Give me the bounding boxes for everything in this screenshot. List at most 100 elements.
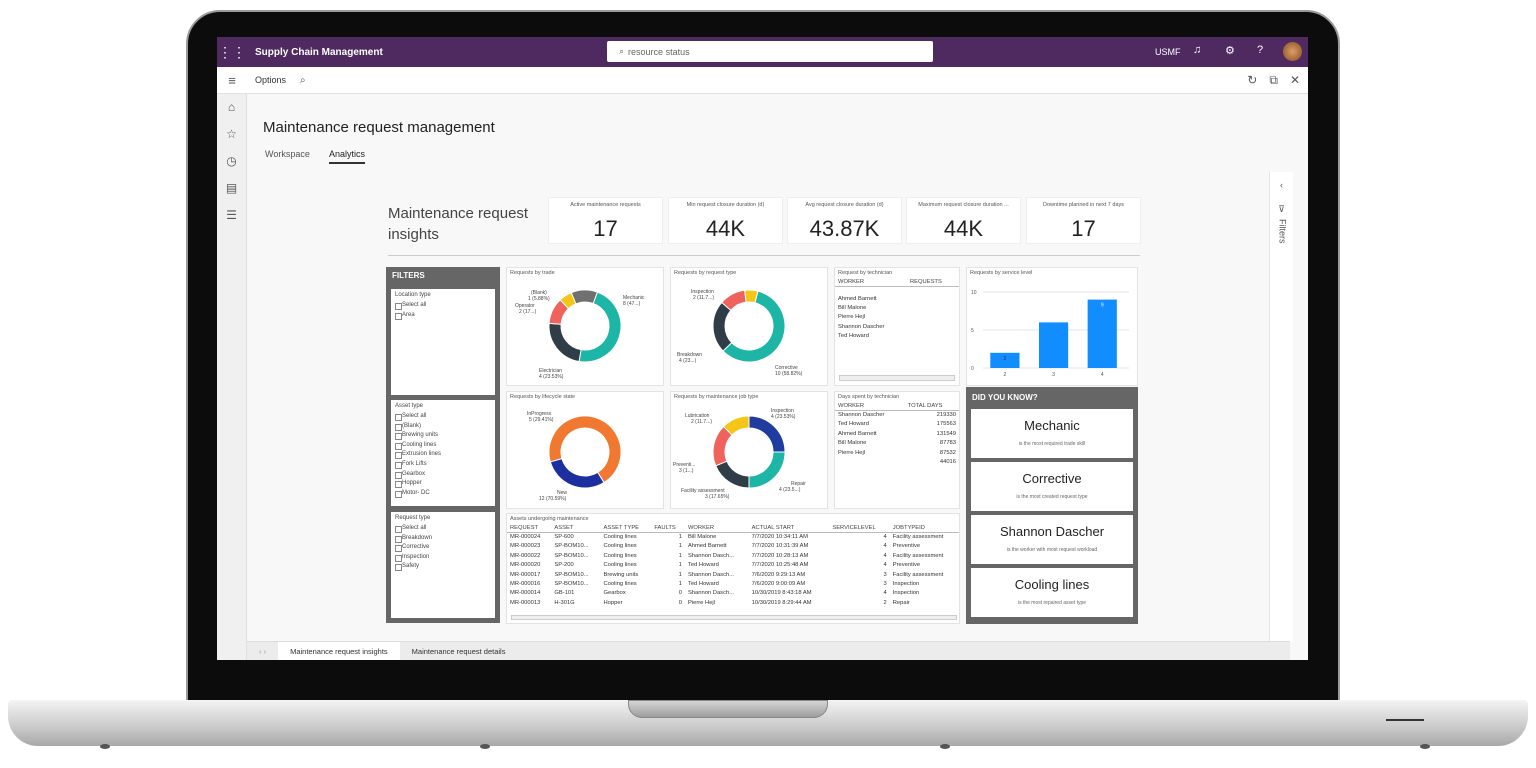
request-type-chart-card[interactable]: Requests by request type Inspection 2 (1… [670,267,828,386]
insight-card[interactable]: Cooling lines is the most repaired asset … [971,568,1133,617]
slicer-option[interactable]: (Blank) [395,422,491,432]
horizontal-scrollbar[interactable] [839,375,955,381]
column-header[interactable]: WORKER [835,278,907,287]
kpi-card[interactable]: Downtime planned in next 7 days 17 [1026,197,1141,244]
donut-slice[interactable] [748,415,786,453]
close-icon[interactable]: ✕ [1289,73,1300,87]
bar[interactable] [1087,299,1117,368]
company-picker[interactable]: USMF [1155,47,1181,57]
table-row[interactable]: Ahmed Barnett [835,295,959,304]
search-input[interactable]: ⌕ resource status [607,41,933,62]
asset-type-slicer[interactable]: Asset type Select all (Blank) Brewing un… [391,400,495,506]
table-row[interactable]: MR-000014 GB-101 Gearbox 0 Shannon Dasch... 1… [507,589,959,598]
trade-chart-card[interactable]: Requests by trade (Blank) 1 (5.88%) Oper… [506,267,664,386]
donut-slice[interactable] [744,289,759,304]
table-row[interactable]: MR-000016 SP-BOM10... Cooling lines 1 Ted Ho… [507,580,959,589]
column-header[interactable]: FAULTS [651,524,685,533]
job-type-chart-card[interactable]: Requests by maintenance job type Lubrica… [670,391,828,509]
slicer-option[interactable]: Cooling lines [395,441,491,451]
kpi-card[interactable]: Avg request closure duration (d) 43.87K [787,197,902,244]
options-button[interactable]: Options [255,75,287,85]
table-row[interactable]: MR-000017 SP-BOM10... Brewing units 1 Shanno… [507,571,959,580]
kpi-card[interactable]: Active maintenance requests 17 [548,197,663,244]
slicer-option[interactable]: Breakdown [395,534,491,544]
gear-icon[interactable]: ⚙ [1225,45,1235,57]
tab-analytics[interactable]: Analytics [329,149,366,164]
table-row[interactable]: Shannon Dascher [835,323,959,332]
donut-slice[interactable] [748,451,786,489]
column-header[interactable]: JOBTYPEID [889,524,959,533]
workspace-icon[interactable]: ▤ [225,181,238,195]
bar[interactable] [990,352,1020,368]
slicer-option[interactable]: Inspection [395,553,491,563]
insight-card[interactable]: Corrective is the most created request ty… [971,462,1133,511]
slicer-option[interactable]: Select all [395,524,491,534]
table-row[interactable]: MR-000020 SP-200 Cooling lines 1 Ted Howard 7… [507,561,959,570]
column-header[interactable]: TOTAL DAYS [904,402,959,411]
donut-slice[interactable] [722,290,786,363]
donut-slice[interactable] [548,415,622,484]
table-row[interactable]: Bill Malone 87783 [835,439,959,448]
insight-card[interactable]: Shannon Dascher is the worker with most r… [971,515,1133,564]
table-row[interactable]: MR-000024 SP-600 Cooling lines 1 Bill Malone… [507,533,959,543]
insight-card[interactable]: Mechanic is the most required trade skill [971,409,1133,458]
column-header[interactable]: SERVICELEVEL [829,524,890,533]
home-icon[interactable]: ⌂ [227,100,236,114]
donut-slice[interactable] [722,415,750,436]
kpi-card[interactable]: Min request closure duration (d) 44K [668,197,783,244]
slicer-option[interactable]: Gearbox [395,470,491,480]
column-header[interactable]: REQUEST [507,524,552,533]
clock-icon[interactable]: ◷ [226,154,237,168]
bell-icon[interactable]: ♫ [1193,44,1202,56]
table-row[interactable]: Ahmed Barnett 131549 [835,430,959,439]
waffle-icon[interactable]: ⋮⋮ [218,43,246,60]
slicer-option[interactable]: Brewing units [395,431,491,441]
column-header[interactable]: WORKER [835,402,905,411]
table-row[interactable]: Ted Howard [835,332,959,341]
search-icon[interactable]: ⌕ [300,74,306,86]
table-row[interactable]: MR-000023 SP-BOM10... Cooling lines 1 Ahmed … [507,542,959,551]
chevron-left-icon[interactable]: ‹ [1280,180,1283,190]
filters-pane[interactable]: ‹ ⊽ Filters [1269,172,1293,642]
slicer-option[interactable]: Motor- DC [395,489,491,499]
lifecycle-chart-card[interactable]: Requests by lifecycle state InProgress 5… [506,391,664,509]
column-header[interactable]: REQUESTS [906,278,959,287]
modules-icon[interactable]: ☰ [226,208,237,222]
donut-slice[interactable] [548,322,582,363]
slicer-option[interactable]: Select all [395,412,491,422]
table-row[interactable]: Bill Malone [835,304,959,313]
tab-insights[interactable]: Maintenance request insights [278,641,400,660]
slicer-option[interactable]: Hopper [395,479,491,489]
horizontal-scrollbar[interactable] [511,615,957,620]
slicer-option[interactable]: Extrusion lines [395,450,491,460]
slicer-option[interactable]: Corrective [395,543,491,553]
tab-workspace[interactable]: Workspace [265,149,310,159]
table-row[interactable]: Pierre Hejl [835,313,959,322]
tab-details[interactable]: Maintenance request details [411,646,506,656]
refresh-icon[interactable]: ↻ [1247,73,1258,87]
tab-nav-arrows[interactable]: ‹ › [259,646,267,656]
donut-slice[interactable] [570,289,598,305]
column-header[interactable]: ACTUAL START [748,524,830,533]
slicer-option[interactable]: Area [395,311,491,321]
table-row[interactable]: Pierre Hejl 87532 [835,449,959,458]
service-level-chart-card[interactable]: Requests by service level 0 5 10 2 2 3 4 9 [966,267,1138,386]
donut-slice[interactable] [578,291,622,363]
star-icon[interactable]: ☆ [226,127,237,141]
app-name[interactable]: Supply Chain Management [255,46,383,58]
help-icon[interactable]: ? [1257,44,1264,56]
bar[interactable] [1038,322,1069,368]
table-row[interactable]: MR-000022 SP-BOM10... Cooling lines 1 Shanno… [507,552,959,561]
days-table-card[interactable]: Days spent by technician WORKER TOTAL DAY… [834,391,960,509]
slicer-option[interactable]: Fork Lifts [395,460,491,470]
request-type-slicer[interactable]: Request type Select all Breakdown Correc… [391,512,495,618]
donut-slice[interactable] [715,460,750,489]
column-header[interactable]: ASSET TYPE [600,524,652,533]
assets-table-card[interactable]: Assets undergoing maintenance REQUEST AS… [506,513,960,624]
column-header[interactable]: ASSET [551,524,601,533]
slicer-option[interactable]: Safety [395,562,491,572]
donut-slice[interactable] [549,457,605,489]
kpi-card[interactable]: Maximum request closure duration ... 44K [906,197,1021,244]
column-header[interactable]: WORKER [684,524,749,533]
avatar[interactable] [1283,42,1302,61]
